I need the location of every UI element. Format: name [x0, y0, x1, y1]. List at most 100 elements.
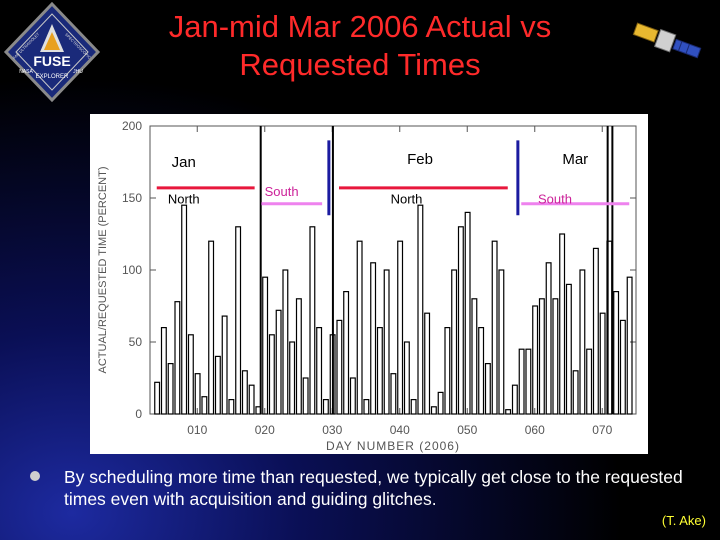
data-bar: [268, 334, 275, 415]
data-bar: [316, 327, 323, 415]
data-bar: [518, 348, 525, 415]
satellite-icon: [632, 22, 702, 59]
data-bar: [552, 298, 559, 415]
data-bar: [356, 240, 363, 415]
data-bar: [309, 226, 316, 415]
y-tick-label: 100: [122, 263, 142, 277]
data-bar: [613, 291, 620, 415]
title-line-2: Requested Times: [239, 47, 481, 82]
data-bar: [275, 309, 282, 415]
logo-center-text: FUSE: [33, 53, 70, 69]
data-bar: [430, 406, 437, 415]
data-bar: [545, 262, 552, 415]
data-bar: [181, 204, 188, 415]
title-line-1: Jan-mid Mar 2006 Actual vs: [168, 9, 552, 44]
data-bar: [498, 269, 505, 415]
data-bar: [410, 399, 417, 415]
data-bar: [363, 399, 370, 415]
bullet-dot: [30, 471, 40, 481]
data-bar: [289, 341, 296, 415]
data-bar: [376, 327, 383, 415]
data-bar: [424, 312, 431, 415]
data-bar: [457, 226, 464, 415]
x-tick-label: 030: [322, 423, 342, 437]
data-bar: [282, 269, 289, 415]
data-bar: [444, 327, 451, 415]
data-bar: [262, 276, 269, 415]
x-tick-label: 060: [525, 423, 545, 437]
data-bar: [167, 363, 174, 415]
data-bar: [505, 409, 512, 415]
data-bar: [208, 240, 215, 415]
month-label: Jan: [172, 154, 196, 171]
data-bar: [471, 298, 478, 415]
data-bar: [322, 399, 329, 415]
data-bar: [579, 269, 586, 415]
data-bar: [491, 240, 498, 415]
data-bar: [370, 262, 377, 415]
bullet-text: By scheduling more time than requested, …: [64, 467, 683, 509]
x-axis-label: DAY NUMBER (2006): [326, 439, 460, 453]
month-label: Mar: [562, 151, 588, 168]
period-label-south: South: [538, 191, 572, 206]
data-bar: [484, 363, 491, 415]
data-bar: [464, 211, 471, 415]
logo-right-small: JHU: [73, 69, 83, 75]
data-bar: [572, 370, 579, 415]
data-bar: [302, 377, 309, 415]
data-bar: [525, 348, 532, 415]
data-bar: [235, 226, 242, 415]
y-tick-label: 200: [122, 119, 142, 133]
data-bar: [565, 283, 572, 415]
x-tick-label: 050: [457, 423, 477, 437]
logo-bottom-text: EXPLORER: [36, 74, 69, 80]
x-tick-label: 010: [187, 423, 207, 437]
data-bar: [160, 327, 167, 415]
data-bar: [194, 373, 201, 415]
data-bar: [343, 291, 350, 415]
data-bar: [201, 396, 208, 415]
data-bar: [599, 312, 606, 415]
data-bar: [437, 391, 444, 415]
page-title: Jan-mid Mar 2006 Actual vs Requested Tim…: [110, 8, 610, 84]
data-bar: [626, 276, 633, 415]
data-bar: [221, 315, 228, 415]
data-bar: [559, 233, 566, 415]
data-bar: [390, 373, 397, 415]
data-bar: [214, 355, 221, 415]
data-bar: [154, 381, 161, 415]
fuse-logo: FUSE EXPLORER NASA JHU FAR ULTRAVIOLET S…: [3, 2, 101, 102]
data-bar: [383, 269, 390, 415]
month-label: Feb: [407, 151, 433, 168]
data-bar: [478, 327, 485, 415]
x-tick-label: 020: [255, 423, 275, 437]
data-bar: [538, 298, 545, 415]
data-bar: [417, 204, 424, 415]
data-bar: [174, 301, 181, 415]
data-bar: [586, 348, 593, 415]
data-bar: [532, 305, 539, 415]
y-axis-label: ACTUAL/REQUESTED TIME (PERCENT): [97, 167, 109, 374]
period-label-south: South: [265, 184, 299, 199]
y-tick-label: 0: [135, 407, 142, 421]
data-bar: [241, 370, 248, 415]
y-tick-label: 50: [129, 335, 143, 349]
y-tick-label: 150: [122, 191, 142, 205]
data-bar: [511, 384, 518, 415]
data-bar: [397, 240, 404, 415]
data-bar: [592, 247, 599, 415]
credit-text: (T. Ake): [661, 513, 706, 528]
logo-left-small: NASA: [19, 69, 33, 75]
plot-frame: [149, 125, 637, 415]
period-label-north: North: [391, 191, 423, 206]
data-bar: [619, 319, 626, 415]
data-bar: [187, 334, 194, 415]
data-bar: [295, 298, 302, 415]
data-bar: [336, 319, 343, 415]
data-bar: [403, 341, 410, 415]
period-label-north: North: [168, 191, 200, 206]
data-bar: [349, 377, 356, 415]
data-bar: [248, 384, 255, 415]
x-tick-label: 040: [390, 423, 410, 437]
